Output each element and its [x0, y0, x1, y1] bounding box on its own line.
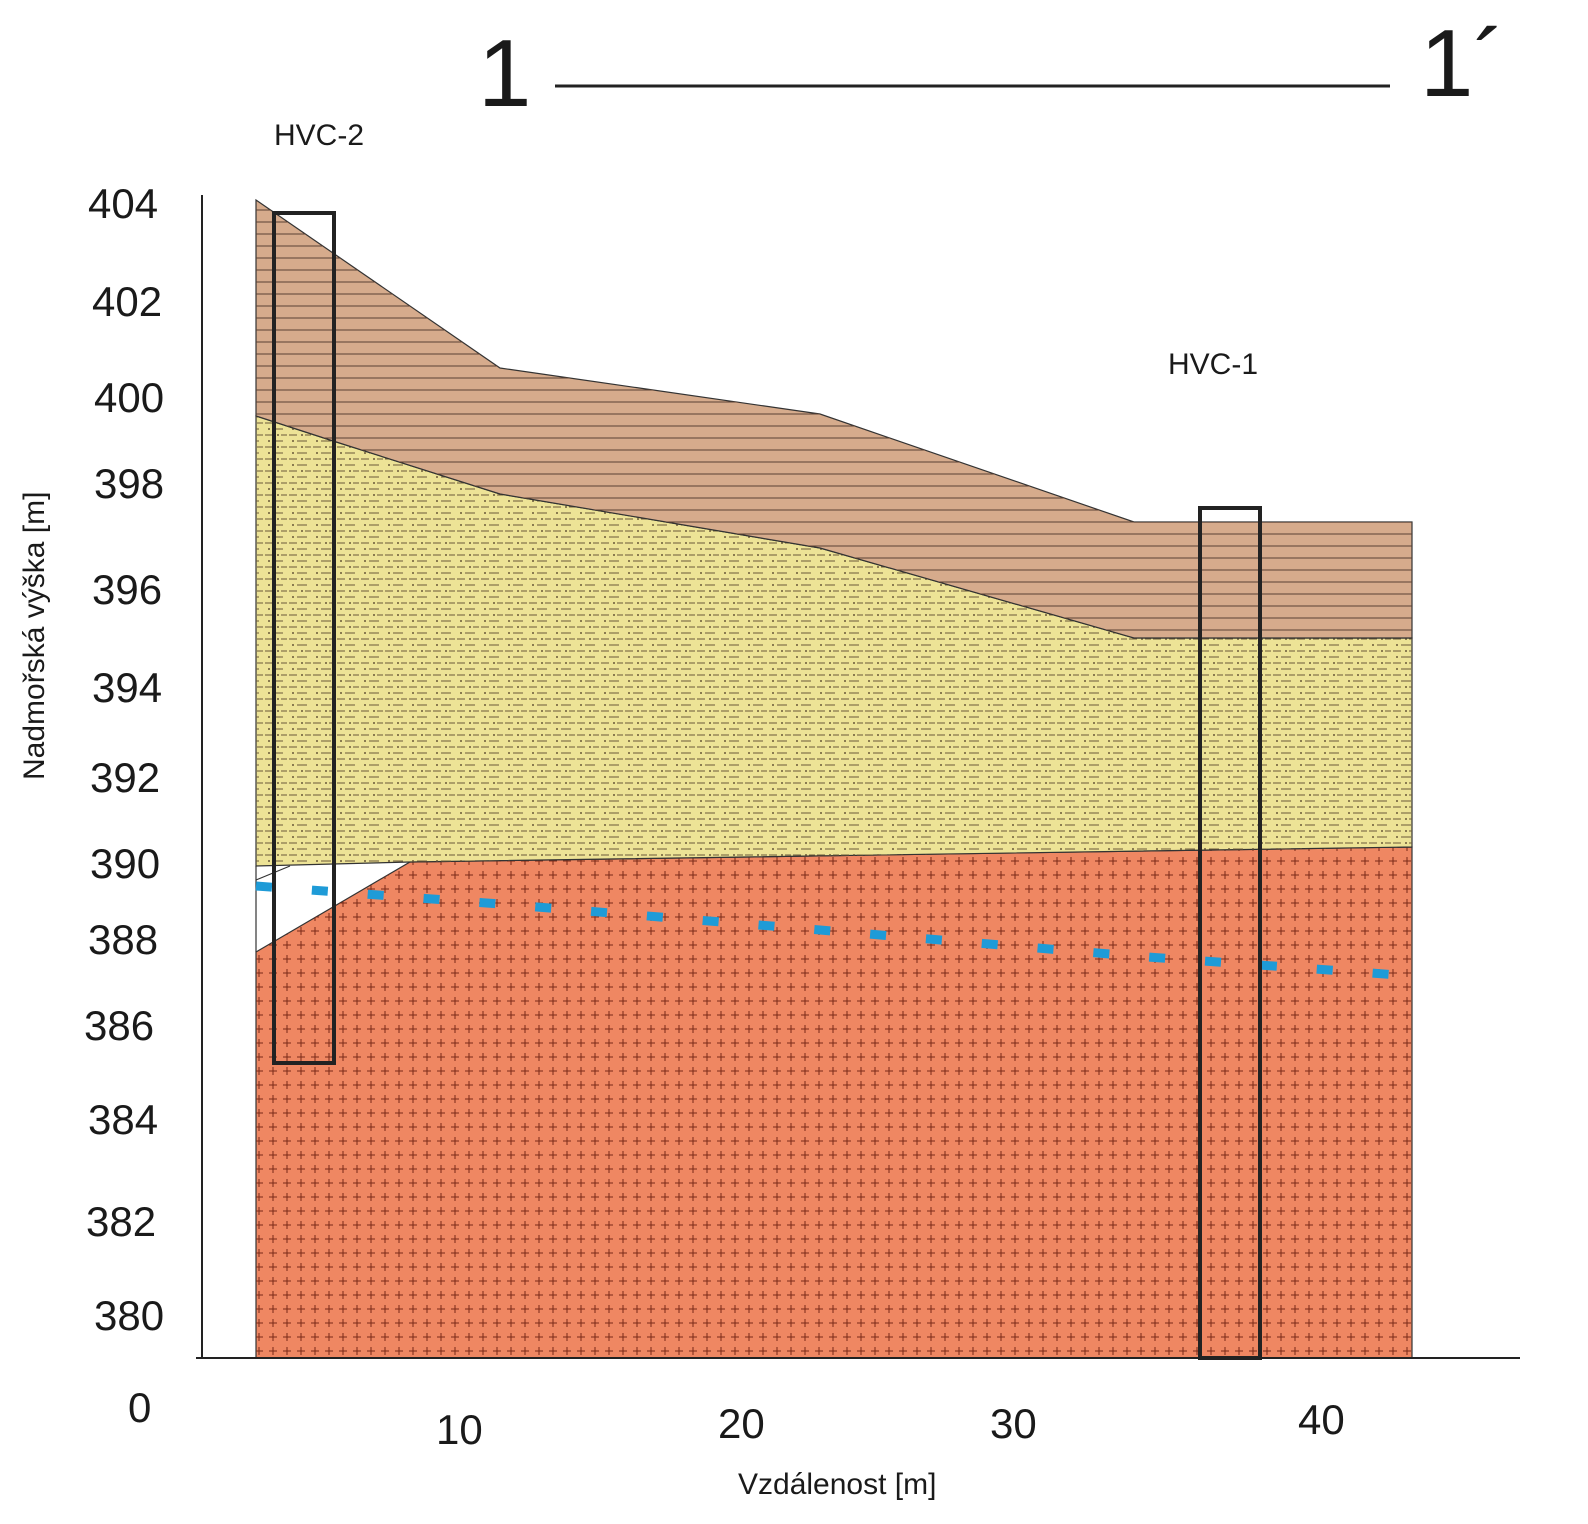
y-tick-label: 404 [88, 180, 158, 227]
y-tick-label: 402 [92, 278, 162, 325]
y-tick-label: 394 [92, 664, 162, 711]
y-tick-label: 400 [94, 374, 164, 421]
x-tick-label: 0 [128, 1384, 151, 1431]
granite-layer [255, 846, 1413, 1359]
x-tick-label: 20 [718, 1400, 765, 1447]
borehole-hvc-2 [272, 211, 336, 1065]
borehole-label-hvc-2: HVC-2 [274, 119, 364, 152]
y-axis-title: Nadmořská výška [m] [18, 492, 51, 780]
y-tick-label: 390 [90, 840, 160, 887]
x-axis-title: Vzdálenost [m] [738, 1468, 936, 1501]
y-tick-label: 398 [94, 460, 164, 507]
x-tick-label: 40 [1298, 1396, 1345, 1443]
topsoil-layer [255, 198, 1413, 639]
x-tick-label: 30 [990, 1400, 1037, 1447]
profile-start-marker: 1 [478, 20, 531, 127]
y-tick-label: 380 [94, 1292, 164, 1339]
water-table-line [255, 881, 1413, 981]
y-tick-label: 386 [84, 1002, 154, 1049]
x-tick-label: 10 [436, 1406, 483, 1453]
profile-end-marker: 1´ [1420, 10, 1505, 117]
y-tick-label: 392 [90, 754, 160, 801]
y-tick-label: 384 [88, 1096, 158, 1143]
y-tick-label: 388 [88, 916, 158, 963]
borehole-label-hvc-1: HVC-1 [1168, 348, 1258, 381]
x-tick-labels: 0 10 20 30 40 [128, 1384, 1345, 1453]
y-tick-labels: 404 402 400 398 396 394 392 390 388 386 … [84, 180, 164, 1339]
y-tick-label: 396 [92, 566, 162, 613]
y-tick-label: 382 [86, 1198, 156, 1245]
